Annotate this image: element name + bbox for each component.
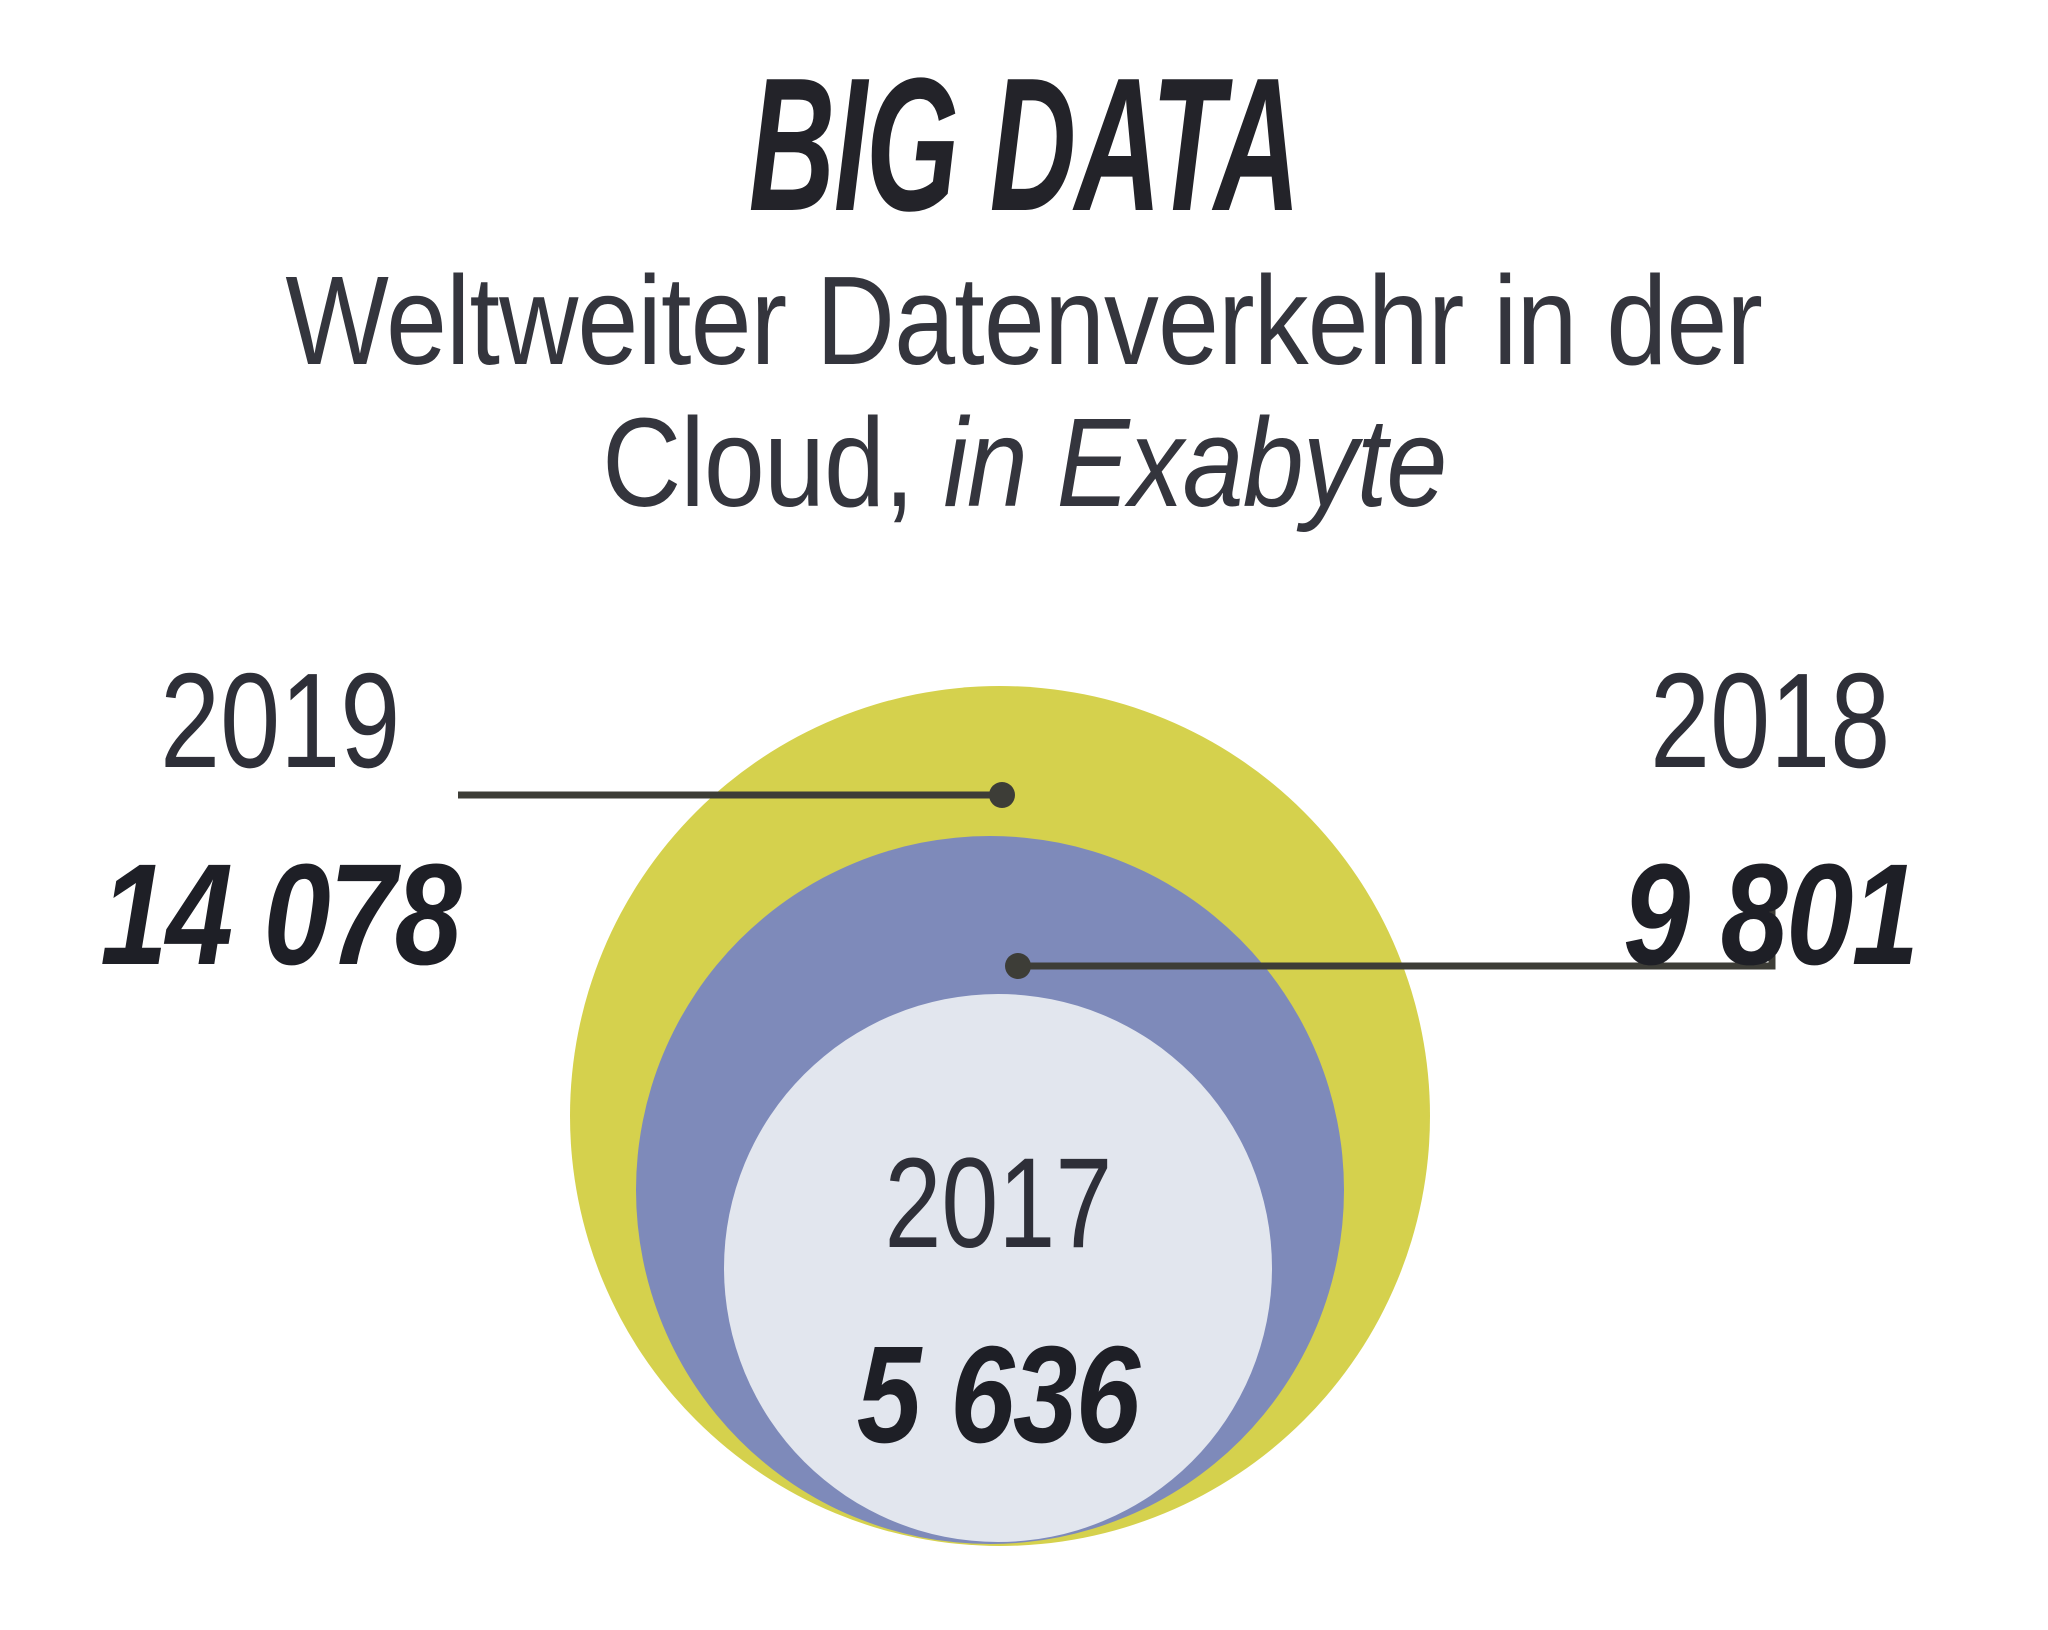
chart-subtitle-line2-text: Cloud, in Exabyte bbox=[601, 392, 1447, 534]
chart-title-text: BIG DATA bbox=[748, 39, 1301, 251]
label-2018-year-line: 2018 bbox=[1520, 645, 2020, 839]
label-2017: 2017 5 636 bbox=[748, 1128, 1248, 1514]
label-2019-value-line: 14 078 bbox=[30, 839, 530, 1036]
chart-title: BIG DATA bbox=[0, 40, 2048, 311]
circle-2017 bbox=[724, 994, 1272, 1542]
chart-subtitle-unit-prefix: Cloud, bbox=[601, 392, 915, 533]
label-2018-value-line: 9 801 bbox=[1520, 839, 2020, 1036]
label-2019-value: 14 078 bbox=[100, 834, 462, 995]
leader-dot-2018 bbox=[1005, 953, 1031, 979]
label-2019-year: 2019 bbox=[159, 645, 401, 796]
label-2018-value: 9 801 bbox=[1622, 834, 1919, 995]
label-2017-value-line: 5 636 bbox=[748, 1319, 1248, 1514]
chart-subtitle-unit: in Exabyte bbox=[943, 392, 1447, 533]
label-2017-value: 5 636 bbox=[857, 1318, 1140, 1472]
chart-subtitle-line1-text: Weltweiter Datenverkehr in der bbox=[285, 250, 1764, 391]
label-2019-year-line: 2019 bbox=[30, 645, 530, 839]
leader-line-2018 bbox=[1022, 905, 1776, 970]
label-2017-year-line: 2017 bbox=[748, 1128, 1248, 1319]
leader-dot-2019 bbox=[989, 782, 1015, 808]
label-2017-year: 2017 bbox=[884, 1132, 1112, 1275]
label-2018-year: 2018 bbox=[1649, 645, 1891, 796]
label-2018: 2018 9 801 bbox=[1520, 645, 2020, 1036]
chart-subtitle-line2: Cloud, in Exabyte bbox=[0, 392, 2048, 573]
chart-subtitle-line1: Weltweiter Datenverkehr in der bbox=[0, 250, 2048, 431]
label-2019: 2019 14 078 bbox=[30, 645, 530, 1036]
